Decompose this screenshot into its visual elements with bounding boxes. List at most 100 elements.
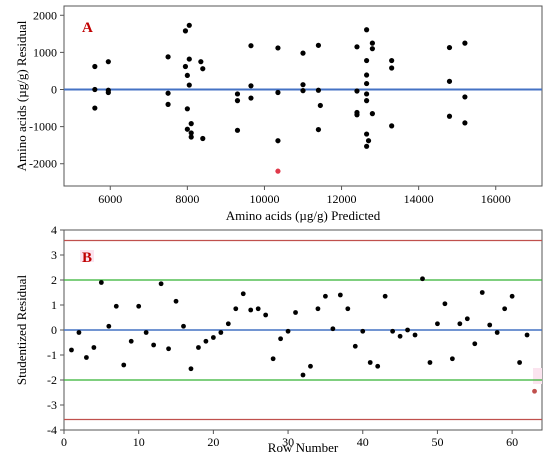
data-point	[462, 94, 468, 100]
data-point	[275, 89, 281, 96]
data-point	[494, 330, 500, 335]
data-point	[412, 332, 418, 338]
data-point	[365, 138, 372, 144]
data-point	[248, 307, 254, 313]
panel-a-y-axis-label: Amino acids (µg/g) Residual	[14, 20, 29, 171]
data-point	[143, 330, 149, 335]
panel-a-frame	[63, 5, 543, 187]
data-point	[218, 330, 224, 335]
panel-a-x-axis-label: Amino acids (µg/g) Predicted	[226, 208, 381, 223]
x-tick-label: 60	[506, 435, 518, 449]
data-point	[248, 95, 254, 101]
data-point	[184, 106, 190, 112]
x-tick-label: 20	[207, 435, 219, 449]
y-tick-label: -3	[47, 398, 57, 412]
data-point	[128, 338, 134, 344]
panel-b: B -4 -3 -2 -1 0 1 2 3 4 0 10 20 30 40 50 60 Row Number…	[14, 223, 543, 455]
y-tick-label: 0	[51, 323, 57, 337]
data-point	[389, 57, 395, 64]
y-tick-label: -1	[47, 348, 57, 362]
panel-b-x-ticks: 0 10 20 30 40 50 60	[61, 430, 518, 449]
data-point	[105, 59, 111, 65]
data-point	[275, 138, 281, 144]
data-point	[427, 360, 433, 365]
y-tick-label: -2000	[29, 157, 57, 171]
highlighted-point	[275, 168, 281, 174]
data-point	[462, 120, 468, 126]
data-point	[446, 44, 453, 51]
data-point	[323, 293, 328, 299]
data-point	[198, 59, 204, 65]
data-point	[308, 363, 313, 369]
y-tick-label: 3	[51, 248, 57, 262]
data-point	[255, 306, 261, 312]
data-point	[263, 312, 269, 318]
data-point	[382, 293, 388, 299]
data-point	[98, 280, 104, 285]
x-tick-label: 30	[282, 435, 294, 449]
panel-b-y-ticks: -4 -3 -2 -1 0 1 2 3 4	[47, 223, 64, 437]
panel-b-letter: B	[82, 250, 92, 266]
x-tick-label: 0	[61, 435, 67, 449]
data-point	[136, 303, 142, 309]
data-point	[203, 338, 209, 344]
data-point	[462, 40, 468, 46]
x-tick-label: 10	[133, 435, 145, 449]
y-tick-label: -2	[47, 373, 57, 387]
data-point	[315, 87, 322, 93]
data-point	[315, 126, 322, 133]
panel-b-label-highlight	[80, 250, 94, 262]
y-tick-label: 2000	[33, 8, 57, 22]
data-point	[165, 90, 171, 96]
data-point	[397, 333, 403, 339]
data-point	[182, 63, 189, 70]
data-point	[278, 336, 283, 342]
data-point	[234, 127, 241, 133]
y-tick-label: 4	[51, 223, 57, 237]
data-point	[389, 123, 395, 129]
data-point	[315, 306, 321, 312]
data-point	[186, 56, 192, 62]
data-point	[240, 291, 246, 297]
panel-b-outlier-highlight	[533, 368, 542, 384]
x-tick-label: 50	[431, 435, 443, 449]
data-point	[188, 366, 194, 372]
panel-b-reference-lines	[64, 239, 542, 421]
data-point	[200, 66, 206, 72]
data-point	[91, 345, 97, 350]
data-point	[364, 80, 370, 87]
data-point	[248, 43, 254, 49]
panel-a-points	[92, 22, 468, 174]
data-point	[105, 89, 111, 96]
data-point	[369, 40, 375, 46]
data-point	[248, 83, 254, 89]
data-point	[151, 342, 157, 348]
data-point	[442, 301, 448, 307]
panel-b-points	[69, 276, 537, 394]
data-point	[315, 42, 322, 48]
data-point	[106, 323, 112, 329]
data-point	[375, 363, 381, 369]
panel-a-y-ticks: -2000 -1000 0 1000 2000	[29, 8, 64, 171]
data-point	[285, 328, 291, 334]
data-point	[184, 126, 190, 132]
y-tick-label: -1000	[29, 120, 57, 134]
data-point	[92, 63, 98, 70]
y-tick-label: 2	[51, 273, 57, 287]
data-point	[293, 310, 298, 315]
data-point	[364, 131, 370, 137]
y-tick-label: 0	[51, 83, 57, 97]
data-point	[234, 98, 241, 104]
x-tick-label: 12000	[327, 192, 357, 206]
panel-a: A -2000 -1000 0 1000 2000 6000 8000 10000 12000…	[14, 5, 543, 223]
data-point	[364, 27, 370, 33]
data-point	[270, 356, 276, 362]
data-point	[330, 326, 336, 332]
data-point	[165, 101, 171, 107]
data-point	[182, 28, 189, 34]
data-point	[300, 372, 306, 378]
data-point	[186, 82, 192, 88]
data-point	[464, 316, 470, 322]
x-tick-label: 14000	[404, 192, 434, 206]
